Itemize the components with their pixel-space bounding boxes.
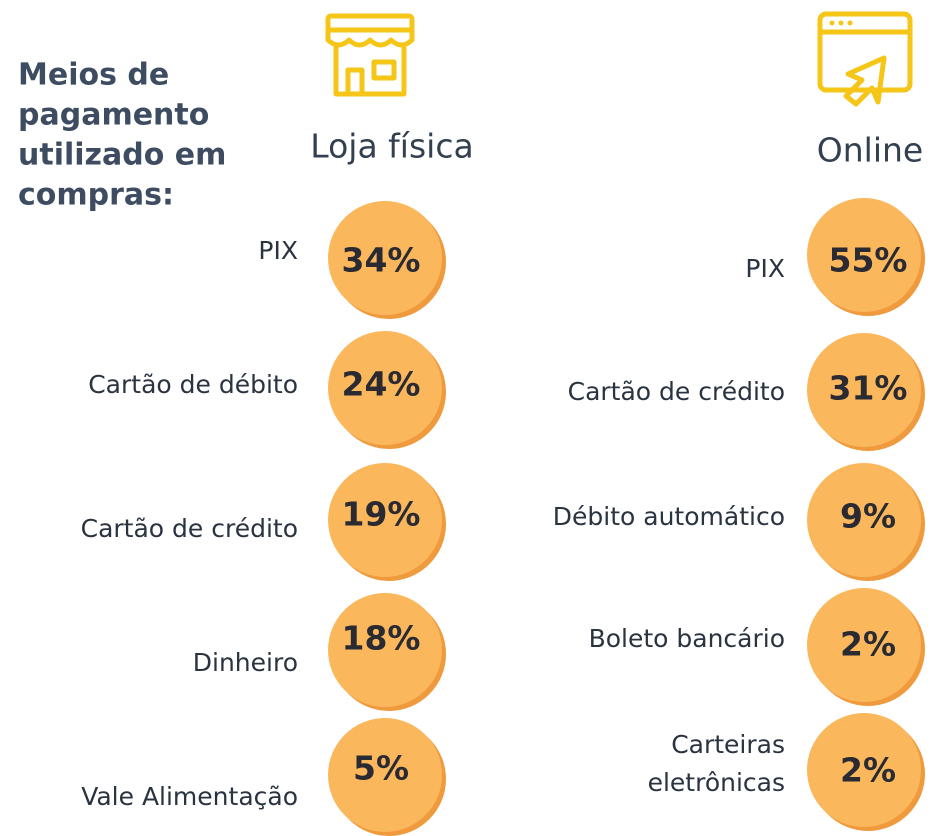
- label: Carteiras: [671, 730, 785, 759]
- column-heading: Online: [817, 131, 923, 170]
- value: 2%: [840, 625, 896, 664]
- browser-icon: [817, 11, 913, 107]
- label: Débito automático: [553, 502, 785, 531]
- value: 24%: [342, 365, 421, 404]
- value: 31%: [829, 369, 908, 408]
- circle: [328, 201, 442, 315]
- value: 34%: [342, 241, 421, 280]
- store-icon: [325, 13, 415, 97]
- circle: [807, 463, 921, 577]
- circle: [807, 198, 921, 312]
- circle: [807, 588, 921, 702]
- circle: [328, 331, 442, 445]
- label: Cartão de crédito: [568, 377, 785, 406]
- label: Cartão de crédito: [81, 514, 298, 543]
- value: 5%: [353, 749, 409, 788]
- title-line: utilizado em: [18, 138, 226, 173]
- value: 19%: [342, 495, 421, 534]
- circle: [328, 593, 442, 707]
- label: Vale Alimentação: [81, 782, 298, 811]
- circle: [328, 463, 442, 577]
- circle: [807, 333, 921, 447]
- value: 2%: [840, 751, 896, 790]
- title-line: pagamento: [18, 98, 209, 133]
- column-heading: Loja física: [310, 127, 473, 166]
- title-line: compras:: [18, 178, 174, 213]
- label: Cartão de débito: [88, 370, 298, 399]
- label: PIX: [258, 236, 298, 265]
- title-line: Meios de: [18, 58, 169, 93]
- circle: [807, 713, 921, 827]
- value: 18%: [342, 619, 421, 658]
- label: PIX: [745, 254, 785, 283]
- label: Dinheiro: [193, 648, 298, 677]
- value: 55%: [829, 241, 908, 280]
- circle: [328, 718, 442, 832]
- label: Boleto bancário: [589, 624, 785, 653]
- label: eletrônicas: [648, 768, 785, 797]
- value: 9%: [840, 497, 896, 536]
